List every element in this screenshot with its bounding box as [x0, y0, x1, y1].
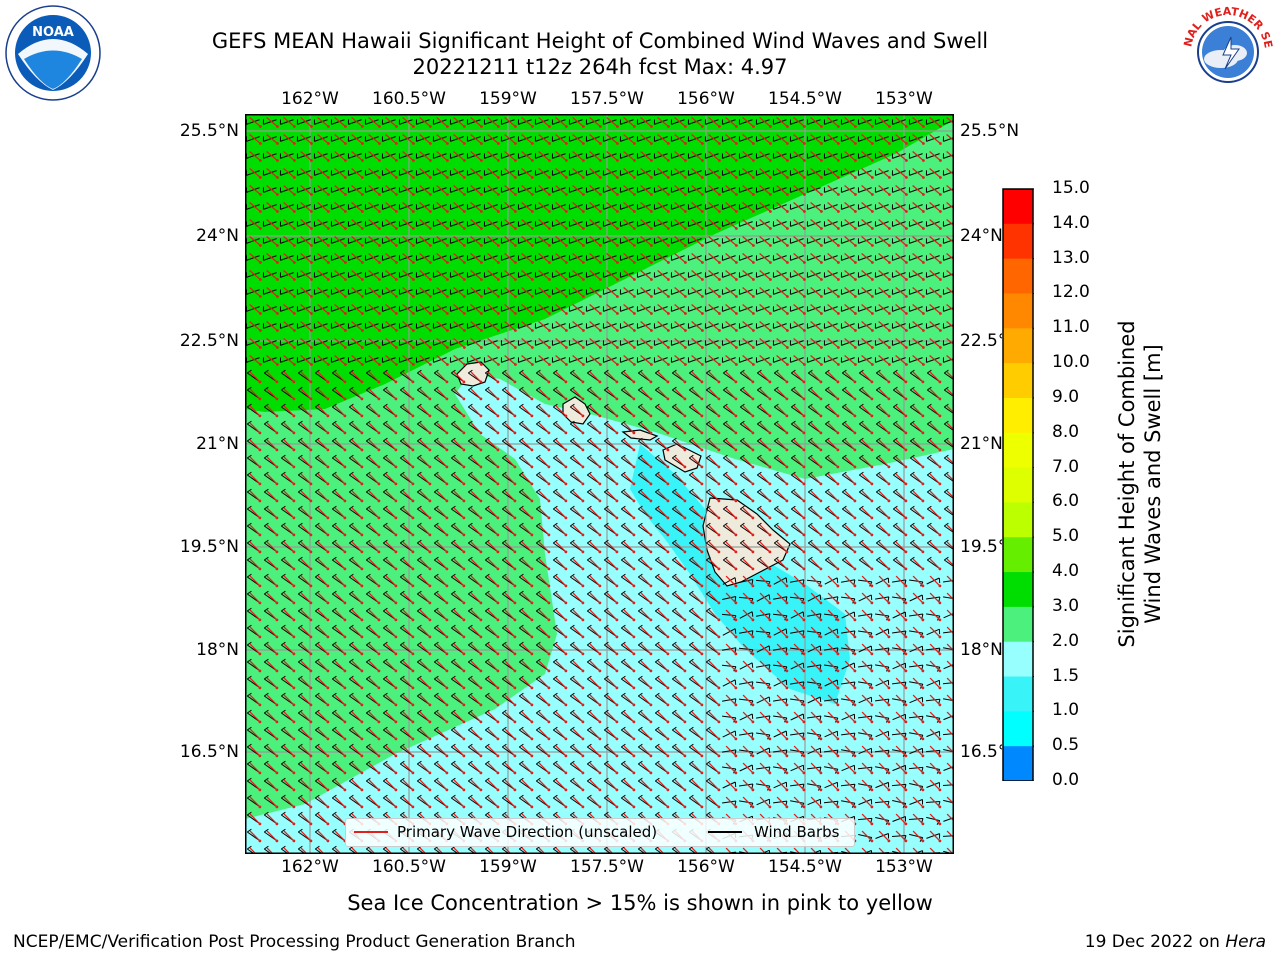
colorbar-tick-label: 2.0: [1052, 630, 1080, 651]
colorbar-tick-label: 8.0: [1052, 421, 1080, 442]
lon-label-bottom: 159°W: [479, 857, 537, 877]
wave-height-map: [245, 114, 954, 854]
colorbar-tick-label: 1.5: [1052, 665, 1080, 686]
colorbar-tick-label: 15.0: [1052, 178, 1090, 198]
lon-label-bottom: 154.5°W: [768, 857, 842, 877]
island-hawaii: [702, 497, 791, 587]
lat-label-left: 22.5°N: [179, 331, 239, 351]
colorbar-segment: [1003, 223, 1033, 260]
colorbar-tick-label: 9.0: [1052, 386, 1080, 407]
colorbar-tick-label: 13.0: [1052, 247, 1090, 268]
lat-label-left: 18°N: [196, 640, 239, 660]
colorbar-tick-label: 11.0: [1052, 317, 1090, 338]
colorbar-tick-label: 5.0: [1052, 526, 1080, 547]
lon-label-bottom: 160.5°W: [372, 857, 446, 877]
lon-label-top: 159°W: [479, 89, 537, 109]
chart-title: GEFS MEAN Hawaii Significant Height of C…: [211, 29, 989, 53]
colorbar-segment: [1003, 467, 1033, 503]
lat-label-left: 24°N: [196, 226, 239, 246]
colorbar-segment: [1003, 258, 1033, 294]
colorbar-tick-label: 0.0: [1052, 770, 1080, 790]
lon-label-top: 162°W: [281, 89, 339, 109]
colorbar-segment: [1003, 572, 1033, 608]
colorbar-segment: [1003, 189, 1033, 225]
wave-direction-label: Primary Wave Direction (unscaled): [397, 823, 658, 841]
colorbar: [1002, 188, 1034, 781]
lat-label-right: 21°N: [960, 434, 1002, 454]
colorbar-tick-label: 7.0: [1052, 456, 1080, 477]
colorbar-segment: [1003, 293, 1033, 329]
lat-label-right: 25.5°N: [960, 121, 1020, 141]
noaa-logo: NOAA: [4, 4, 102, 106]
colorbar-tick-label: 1.0: [1052, 700, 1080, 721]
lon-label-top: 153°W: [875, 89, 933, 109]
lat-label-right: 24°N: [960, 226, 1002, 246]
nws-logo: NATIONAL WEATHER SERVICE: [1174, 0, 1277, 105]
chart-subtitle: 20221211 t12z 264h fcst Max: 4.97: [412, 55, 788, 79]
lat-label-left: 25.5°N: [179, 121, 239, 141]
lon-label-bottom: 153°W: [875, 857, 933, 877]
lat-label-right: 22.5°N: [960, 331, 1002, 351]
colorbar-segment: [1003, 363, 1033, 399]
lon-label-top: 156°W: [677, 89, 735, 109]
sea-ice-note: Sea Ice Concentration > 15% is shown in …: [347, 891, 933, 915]
footer-credit: NCEP/EMC/Verification Post Processing Pr…: [13, 932, 576, 952]
colorbar-segment: [1003, 328, 1033, 364]
colorbar-tick-label: 14.0: [1052, 212, 1090, 233]
wind-barb-swatch: [708, 831, 742, 833]
lon-label-top: 157.5°W: [570, 89, 644, 109]
svg-text:NOAA: NOAA: [32, 25, 74, 40]
lat-label-right: 19.5°N: [960, 537, 1002, 557]
lat-label-left: 19.5°N: [179, 537, 239, 557]
colorbar-segment: [1003, 606, 1033, 643]
lat-label-left: 16.5°N: [179, 742, 239, 762]
lon-label-top: 154.5°W: [768, 89, 842, 109]
colorbar-tick-label: 6.0: [1052, 491, 1080, 512]
footer-date: 19 Dec 2022 on Hera: [1084, 932, 1266, 952]
colorbar-segment: [1003, 537, 1033, 573]
colorbar-tick-label: 4.0: [1052, 561, 1080, 582]
lon-label-bottom: 157.5°W: [570, 857, 644, 877]
lon-label-top: 160.5°W: [372, 89, 446, 109]
lat-label-right: 16.5°N: [960, 742, 1002, 762]
wind-barb-label: Wind Barbs: [754, 823, 840, 841]
island-molokai: [621, 429, 659, 441]
colorbar-segment: [1003, 502, 1033, 538]
lon-label-bottom: 156°W: [677, 857, 735, 877]
colorbar-segment: [1003, 746, 1033, 781]
colorbar-tick-label: 10.0: [1052, 352, 1090, 373]
colorbar-tick-label: 3.0: [1052, 595, 1080, 616]
lat-label-right: 18°N: [960, 640, 1002, 660]
colorbar-segment: [1003, 397, 1033, 434]
colorbar-segment: [1003, 432, 1033, 469]
colorbar-tick-label: 0.5: [1052, 735, 1080, 756]
lat-label-left: 21°N: [196, 434, 239, 454]
colorbar-segment: [1003, 676, 1033, 712]
colorbar-segment: [1003, 711, 1033, 747]
wave-direction-swatch: [354, 831, 388, 833]
colorbar-title: Significant Height of Combined Wind Wave…: [1115, 320, 1165, 648]
map-legend: Primary Wave Direction (unscaled) Wind B…: [345, 818, 855, 847]
colorbar-segment: [1003, 641, 1033, 678]
lon-label-bottom: 162°W: [281, 857, 339, 877]
colorbar-tick-label: 12.0: [1052, 282, 1090, 303]
